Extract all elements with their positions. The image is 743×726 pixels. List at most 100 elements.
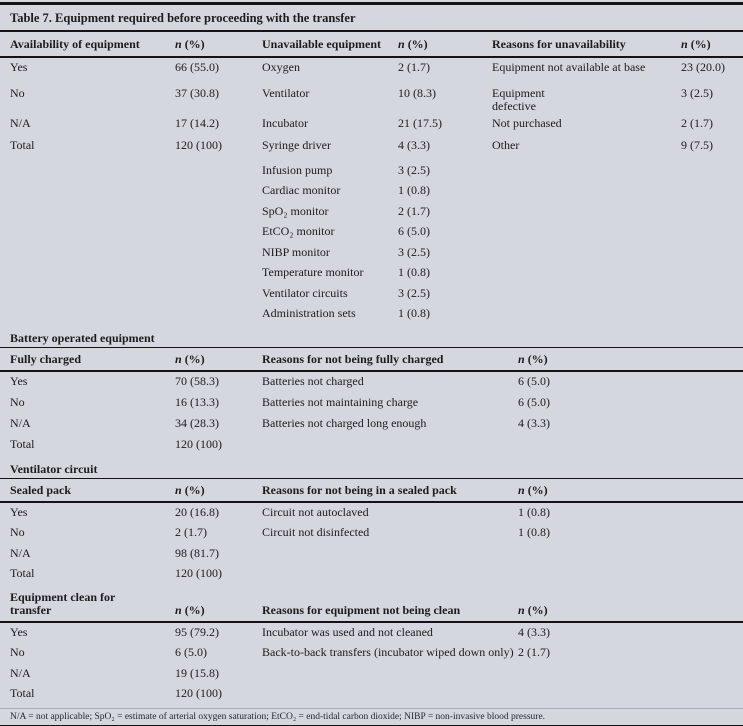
cell: No [10, 525, 25, 540]
column-header-n-pct: n (%) [518, 353, 741, 366]
column-header-n-pct: n (%) [175, 484, 262, 497]
cell: 37 (30.8) [175, 85, 219, 100]
header-rule [0, 620, 743, 623]
cell: 23 (20.0) [681, 59, 725, 74]
cell: Syringe driver [262, 137, 331, 152]
cell: Yes [10, 59, 28, 74]
cell: 34 (28.3) [175, 415, 219, 430]
header-rule [0, 370, 743, 372]
table-row: Yes 95 (79.2) Incubator was used and not… [0, 624, 743, 647]
cell: 1 (0.8) [398, 306, 430, 321]
cell: 98 (81.7) [175, 545, 219, 560]
section3-header-row: Sealed pack n (%) Reasons for not being … [0, 479, 743, 501]
cell: 95 (79.2) [175, 624, 219, 639]
cell: 1 (0.8) [518, 504, 550, 519]
cell: 3 (2.5) [398, 285, 430, 300]
cell: 120 (100) [175, 137, 222, 152]
cell: Other [492, 137, 520, 152]
footnote-rule [0, 707, 743, 709]
cell: N/A [10, 415, 31, 430]
table-row: EtCO₂ monitor 6 (5.0) [0, 225, 743, 246]
n-label: n [175, 602, 182, 617]
n-label: n [681, 37, 688, 52]
header-rule [0, 56, 743, 58]
cell: 3 (2.5) [681, 85, 713, 100]
cell: Yes [10, 504, 28, 519]
cell: 19 (15.8) [175, 665, 219, 680]
table-row: Total 120 (100) [0, 567, 743, 588]
cell: 6 (5.0) [175, 645, 207, 660]
column-header-fully-charged: Fully charged [10, 352, 81, 367]
table-row: Cardiac monitor 1 (0.8) [0, 184, 743, 205]
table-footnote: N/A = not applicable; SpO₂ = estimate of… [10, 711, 546, 722]
cell: 1 (0.8) [398, 183, 430, 198]
section4-header-row: Equipment clean for transfer n (%) Reaso… [0, 588, 743, 621]
pct-label: (%) [184, 352, 205, 367]
section3-title-rule [0, 477, 743, 480]
table-row: N/A 98 (81.7) [0, 547, 743, 568]
cell: EtCO₂ monitor [262, 224, 335, 239]
table-row: N/A 17 (14.2) Incubator 21 (17.5) Not pu… [0, 115, 743, 139]
cell: Yes [10, 373, 28, 388]
cell: Total [10, 137, 35, 152]
table-row: Administration sets 1 (0.8) [0, 307, 743, 328]
cell: 4 (3.3) [398, 137, 430, 152]
cell: 70 (58.3) [175, 373, 219, 388]
table-row: Yes 70 (58.3) Batteries not charged 6 (5… [0, 373, 743, 396]
column-header-equipment-clean: Equipment clean for transfer [10, 589, 116, 617]
cell: No [10, 645, 25, 660]
column-header-n-pct: n (%) [175, 602, 262, 617]
section2-title-rule [0, 346, 743, 349]
table-row: Yes 20 (16.8) Circuit not autoclaved 1 (… [0, 506, 743, 527]
n-label: n [175, 352, 182, 367]
cell: Infusion pump [262, 162, 333, 177]
n-label: n [518, 483, 525, 498]
cell: 2 (1.7) [175, 525, 207, 540]
column-header-availability: Availability of equipment [10, 37, 140, 52]
cell: 4 (3.3) [518, 624, 550, 639]
table-row: N/A 19 (15.8) [0, 665, 743, 688]
n-label: n [518, 602, 525, 617]
table-row: No 2 (1.7) Circuit not disinfected 1 (0.… [0, 526, 743, 547]
cell: 16 (13.3) [175, 394, 219, 409]
table-row: Total 120 (100) Syringe driver 4 (3.3) O… [0, 137, 743, 164]
cell: 9 (7.5) [681, 137, 713, 152]
cell: Administration sets [262, 306, 356, 321]
cell: Back-to-back transfers (incubator wiped … [262, 645, 514, 660]
cell: 2 (1.7) [398, 203, 430, 218]
column-header-sealed-pack: Sealed pack [10, 483, 72, 498]
cell: No [10, 394, 25, 409]
cell: Temperature monitor [262, 265, 364, 280]
section2-header-row: Fully charged n (%) Reasons for not bein… [0, 348, 743, 370]
cell: Batteries not maintaining charge [262, 394, 419, 409]
n-label: n [175, 37, 182, 52]
n-label: n [398, 37, 405, 52]
column-header-n-pct: n (%) [175, 38, 262, 51]
table-row: No 37 (30.8) Ventilator 10 (8.3) Equipme… [0, 85, 743, 117]
cell: Circuit not autoclaved [262, 504, 369, 519]
cell: 21 (17.5) [398, 115, 442, 130]
pct-label: (%) [690, 37, 711, 52]
cell: 3 (2.5) [398, 162, 430, 177]
cell: Equipment defective [492, 85, 545, 113]
pct-label: (%) [184, 37, 205, 52]
table-row: NIBP monitor 3 (2.5) [0, 246, 743, 267]
n-label: n [518, 352, 525, 367]
cell: 10 (8.3) [398, 85, 436, 100]
cell: Equipment not available at base [492, 59, 646, 74]
table-row: N/A 34 (28.3) Batteries not charged long… [0, 415, 743, 438]
column-header-reasons-not-clean: Reasons for equipment not being clean [262, 602, 461, 617]
cell: 17 (14.2) [175, 115, 219, 130]
pct-label: (%) [527, 483, 548, 498]
cell: Total [10, 436, 35, 451]
section1-header-row: Availability of equipment n (%) Unavaila… [0, 32, 743, 56]
pct-label: (%) [184, 602, 205, 617]
pct-label: (%) [527, 352, 548, 367]
bottom-rule [0, 724, 743, 726]
cell: 2 (1.7) [681, 115, 713, 130]
table-row: Ventilator circuits 3 (2.5) [0, 287, 743, 308]
column-header-unavailable-equipment: Unavailable equipment [262, 37, 382, 52]
cell: Total [10, 686, 35, 701]
section3-body: Yes 20 (16.8) Circuit not autoclaved 1 (… [0, 503, 743, 588]
